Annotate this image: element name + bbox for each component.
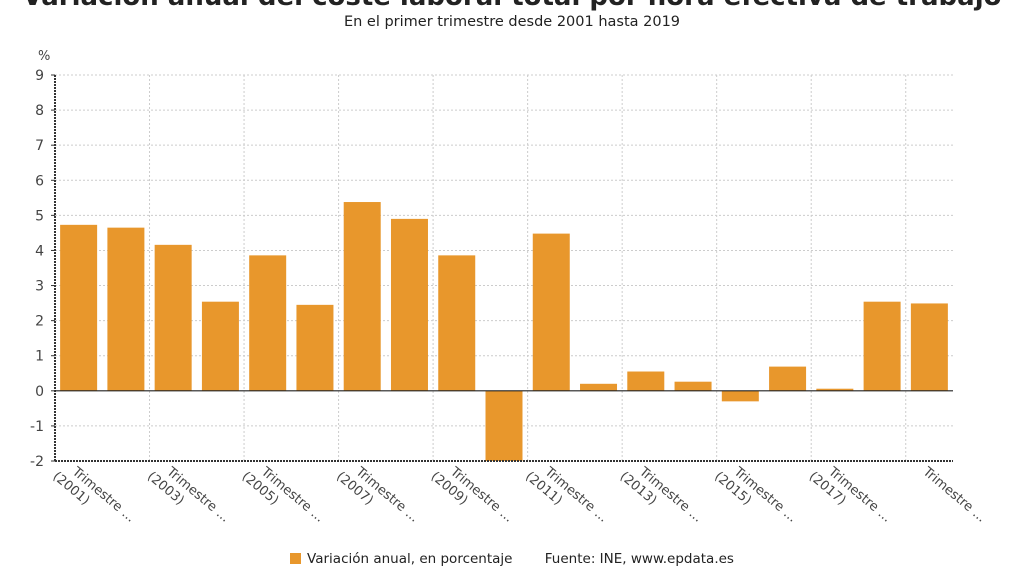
bar-12010 bbox=[485, 390, 523, 461]
y-tick-label: -1 bbox=[30, 419, 44, 435]
y-tick-label: -2 bbox=[30, 454, 44, 470]
bar-12019 bbox=[910, 303, 948, 391]
y-tick-label: 7 bbox=[35, 138, 44, 154]
x-tick-label: Trimestre ... bbox=[919, 464, 988, 526]
bar-12005 bbox=[249, 255, 287, 391]
bar-12002 bbox=[107, 227, 145, 391]
y-tick-label: 4 bbox=[35, 243, 44, 259]
x-tick-label: Trimestre ...(2011) bbox=[522, 457, 610, 538]
bar-12011 bbox=[532, 233, 570, 391]
x-tick-label: Trimestre ...(2007) bbox=[333, 457, 421, 538]
bar-12014 bbox=[674, 381, 712, 391]
y-tick-label: 2 bbox=[35, 314, 44, 330]
bar-12007 bbox=[343, 202, 381, 391]
x-tick-label: Trimestre ...(2005) bbox=[239, 457, 327, 538]
x-tick-label: Trimestre ...(2013) bbox=[617, 457, 705, 538]
x-tick-label: Trimestre ...(2003) bbox=[144, 457, 232, 538]
bar-12016 bbox=[769, 366, 807, 391]
bar-12006 bbox=[296, 304, 334, 391]
chart-subtitle: En el primer trimestre desde 2001 hasta … bbox=[343, 14, 681, 30]
y-tick-label: 6 bbox=[35, 173, 44, 189]
y-tick-label: 9 bbox=[35, 68, 44, 84]
y-tick-label: 8 bbox=[35, 103, 44, 119]
legend-label: Variación anual, en porcentaje bbox=[307, 551, 513, 567]
y-tick-label: 1 bbox=[35, 349, 44, 365]
legend: Variación anual, en porcentaje Fuente: I… bbox=[0, 551, 1024, 567]
y-axis-unit: % bbox=[38, 49, 50, 64]
source-label: Fuente: INE, www.epdata.es bbox=[544, 551, 734, 567]
y-tick-label: 0 bbox=[35, 384, 44, 400]
bar-12018 bbox=[863, 301, 901, 391]
x-tick-label: Trimestre ...(2015) bbox=[711, 457, 799, 538]
bar-12003 bbox=[154, 244, 192, 391]
bar-12013 bbox=[627, 371, 665, 391]
y-tick-label: 5 bbox=[35, 208, 44, 224]
bar-12008 bbox=[390, 218, 428, 391]
x-tick-label: Trimestre ...(2009) bbox=[428, 457, 516, 538]
bar-12001 bbox=[60, 224, 98, 391]
x-tick-label: Trimestre ...(2017) bbox=[806, 457, 894, 538]
y-tick-label: 3 bbox=[35, 279, 44, 295]
x-tick-label: Trimestre ...(2001) bbox=[50, 457, 138, 538]
bar-12017 bbox=[816, 388, 854, 391]
chart-title: Variación anual del coste laboral total … bbox=[0, 0, 1024, 12]
bar-12009 bbox=[438, 255, 476, 391]
bar-12012 bbox=[580, 383, 618, 391]
bar-12015 bbox=[721, 390, 759, 402]
bar-12004 bbox=[201, 301, 239, 391]
legend-swatch bbox=[290, 553, 302, 564]
